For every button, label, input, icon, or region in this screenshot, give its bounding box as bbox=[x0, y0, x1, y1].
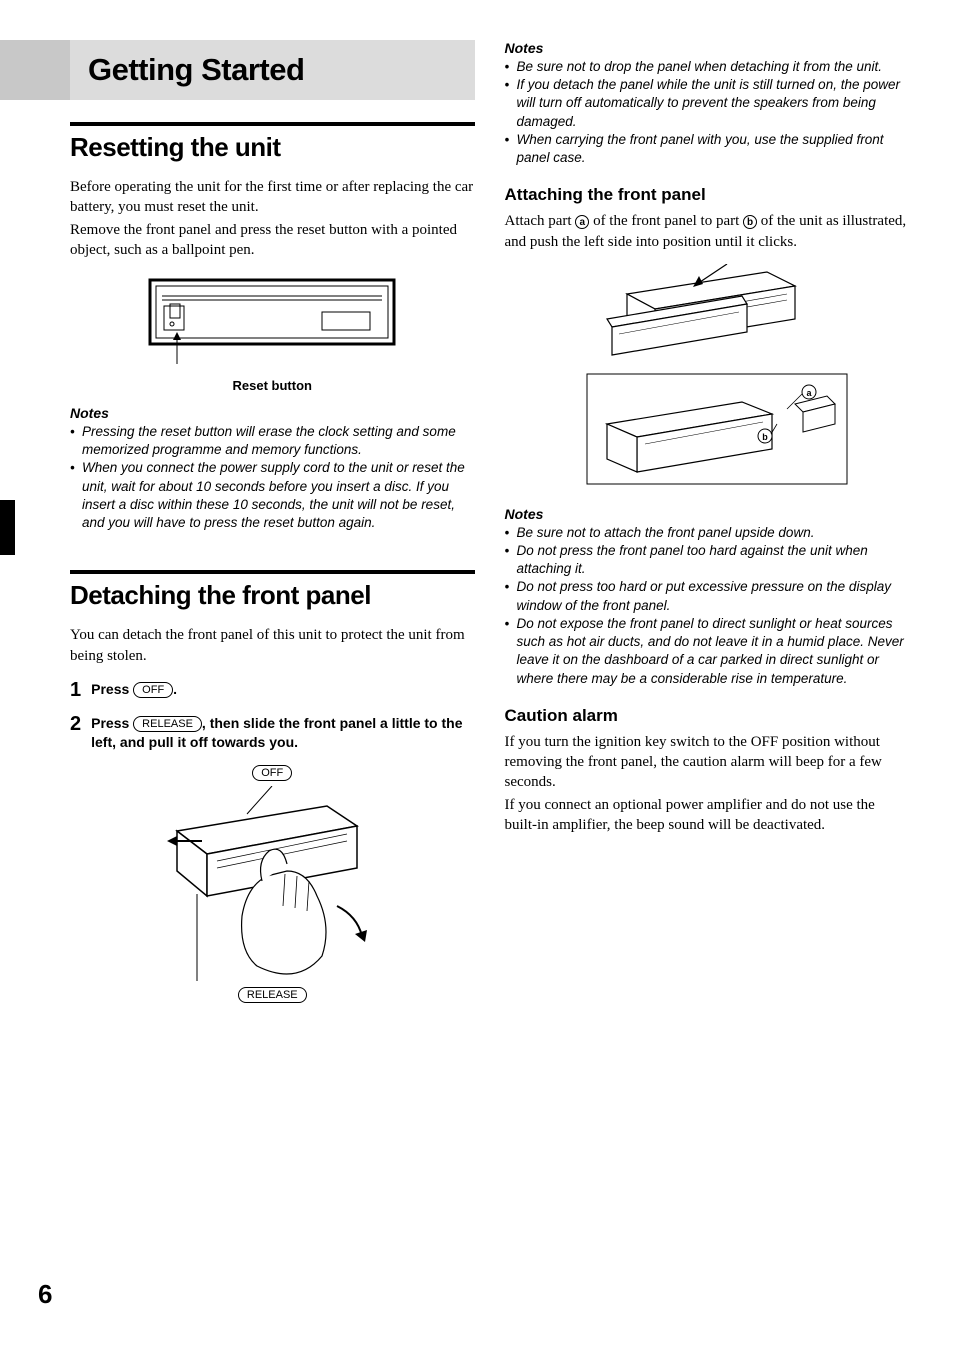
note-item: Be sure not to drop the panel when detac… bbox=[505, 58, 910, 76]
resetting-para2: Remove the front panel and press the res… bbox=[70, 220, 475, 261]
notes-heading: Notes bbox=[505, 506, 910, 522]
text: Attach part bbox=[505, 213, 576, 229]
step-text: . bbox=[173, 681, 177, 697]
step-num: 2 bbox=[70, 714, 81, 734]
circle-b-icon: b bbox=[743, 215, 757, 229]
attaching-notes: Be sure not to attach the front panel up… bbox=[505, 524, 910, 688]
step-num: 1 bbox=[70, 680, 81, 700]
reset-figure-caption: Reset button bbox=[70, 378, 475, 393]
circle-a-icon: a bbox=[575, 215, 589, 229]
resetting-notes: Pressing the reset button will erase the… bbox=[70, 423, 475, 532]
step-text: Press bbox=[91, 715, 133, 731]
note-item: If you detach the panel while the unit i… bbox=[505, 76, 910, 131]
caution-para1: If you turn the ignition key switch to t… bbox=[505, 732, 910, 793]
note-item: Pressing the reset button will erase the… bbox=[70, 423, 475, 459]
right-column: Notes Be sure not to drop the panel when… bbox=[505, 40, 910, 1300]
heading-caution: Caution alarm bbox=[505, 706, 910, 726]
text: of the front panel to part bbox=[589, 213, 743, 229]
off-label: OFF bbox=[252, 765, 292, 781]
rule bbox=[70, 122, 475, 126]
page-tab bbox=[0, 500, 15, 555]
attach-figure: a b bbox=[525, 264, 910, 494]
detaching-para: You can detach the front panel of this u… bbox=[70, 625, 475, 666]
step-1: 1 Press OFF. bbox=[70, 680, 475, 700]
reset-figure: Reset button bbox=[70, 272, 475, 393]
note-item: When carrying the front panel with you, … bbox=[505, 131, 910, 167]
note-item: When you connect the power supply cord t… bbox=[70, 459, 475, 532]
heading-attaching: Attaching the front panel bbox=[505, 185, 910, 205]
fig-label-b: b bbox=[762, 432, 768, 442]
step-body: Press OFF. bbox=[91, 680, 474, 699]
release-button-label: RELEASE bbox=[133, 716, 202, 732]
top-notes: Be sure not to drop the panel when detac… bbox=[505, 58, 910, 167]
caution-para2: If you connect an optional power amplifi… bbox=[505, 795, 910, 836]
note-item: Do not expose the front panel to direct … bbox=[505, 615, 910, 688]
section-title-box: Getting Started bbox=[0, 40, 475, 100]
rule bbox=[70, 570, 475, 574]
attaching-para: Attach part a of the front panel to part… bbox=[505, 211, 910, 252]
off-button-label: OFF bbox=[133, 682, 173, 698]
note-item: Do not press the front panel too hard ag… bbox=[505, 542, 910, 578]
step-body: Press RELEASE, then slide the front pane… bbox=[91, 714, 474, 752]
heading-detaching: Detaching the front panel bbox=[70, 580, 475, 611]
left-column: Getting Started Resetting the unit Befor… bbox=[70, 40, 475, 1300]
notes-heading: Notes bbox=[505, 40, 910, 56]
note-item: Be sure not to attach the front panel up… bbox=[505, 524, 910, 542]
notes-heading: Notes bbox=[70, 405, 475, 421]
page-number: 6 bbox=[38, 1279, 52, 1310]
section-title: Getting Started bbox=[88, 52, 457, 88]
detach-figure: OFF RELEA bbox=[70, 764, 475, 1004]
step-text: Press bbox=[91, 681, 133, 697]
release-label: RELEASE bbox=[238, 987, 307, 1003]
heading-resetting: Resetting the unit bbox=[70, 132, 475, 163]
step-2: 2 Press RELEASE, then slide the front pa… bbox=[70, 714, 475, 752]
resetting-para1: Before operating the unit for the first … bbox=[70, 177, 475, 218]
note-item: Do not press too hard or put excessive p… bbox=[505, 578, 910, 614]
